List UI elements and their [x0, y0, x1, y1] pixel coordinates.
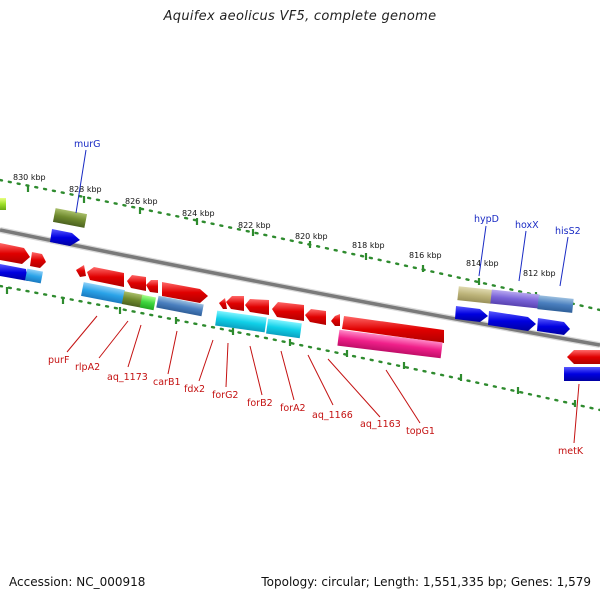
kbp-label-828: 828 kbp: [69, 185, 102, 194]
kbp-label-814: 814 kbp: [466, 259, 499, 268]
features-above-backbone: [0, 198, 88, 246]
kbp-label-824: 824 kbp: [182, 209, 215, 218]
kbp-label-812: 812 kbp: [523, 269, 556, 278]
gene-arrow-blue-b: [0, 264, 28, 281]
features-right-cluster: [455, 286, 600, 381]
gene-arrow-red-g: [162, 282, 208, 303]
kbp-label-818: 818 kbp: [352, 241, 385, 250]
kbp-label-822: 822 kbp: [238, 221, 271, 230]
gene-bar-steel-b: [537, 295, 574, 313]
gene-label-purf: purF: [48, 355, 69, 366]
kbp-label-830: 830 kbp: [13, 173, 46, 182]
genome-title: Aquifex aeolicus VF5, complete genome: [163, 9, 437, 24]
gene-arrow-red-m: [331, 314, 340, 326]
gene-label-aq1166: aq_1166: [312, 410, 353, 421]
gene-bar-olive-b: [121, 291, 144, 308]
genome-backbone-core: [0, 228, 600, 347]
gene-arrow-red-a: [0, 243, 30, 264]
gene-arrow-red-c: [76, 265, 86, 277]
gene-arrow-red-metk: [567, 350, 600, 364]
gene-bar-steel: [156, 295, 204, 317]
features-left-cluster: [0, 243, 208, 317]
gene-label-aq1163: aq_1163: [360, 419, 401, 430]
gene-label-aq1173: aq_1173: [107, 372, 148, 383]
gene-arrow-red-topg1: [342, 316, 444, 343]
gene-arrow-red-l: [305, 309, 326, 325]
features-middle-cluster: [215, 296, 444, 359]
gene-label-topg1: topG1: [406, 426, 435, 437]
gene-label-metk: metK: [558, 446, 584, 457]
gene-label-carb1: carB1: [153, 377, 181, 388]
kbp-labels: 830 kbp 828 kbp 826 kbp 824 kbp 822 kbp …: [13, 173, 556, 278]
gene-label-murg: murG: [74, 139, 101, 150]
gene-bar-cyan-b: [266, 318, 302, 339]
gene-bar-cyan-a: [215, 310, 267, 333]
gene-label-hoxx: hoxX: [515, 220, 539, 231]
gene-label-fora2: forA2: [280, 403, 306, 414]
gene-label-hypd: hypD: [474, 214, 499, 225]
scale-track-lower: [0, 284, 600, 412]
gene-bar-khaki: [457, 286, 493, 304]
gene-bar-olive: [52, 208, 88, 228]
gene-arrow-red-h: [219, 298, 227, 309]
gene-bar-lime: [0, 198, 6, 210]
kbp-label-820: 820 kbp: [295, 232, 328, 241]
gene-label-rlpa2: rlpA2: [75, 362, 100, 373]
gene-labels-bottom: purF rlpA2 aq_1173 carB1 fdx2 forG2 forB…: [48, 315, 584, 457]
gene-bar-sky-a: [25, 268, 43, 284]
gene-label-forg2: forG2: [212, 390, 238, 401]
gene-arrow-red-j: [245, 299, 269, 315]
gene-arrow-red-f: [146, 280, 158, 293]
gene-arrow-blue-e: [537, 318, 570, 335]
gene-arrow-red-i: [226, 296, 244, 311]
gene-arrow-red-d: [87, 267, 124, 287]
gene-arrow-blue: [50, 229, 80, 246]
scale-track-upper: [0, 178, 600, 312]
gene-bar-sky-b: [81, 282, 125, 304]
gene-arrow-blue-d: [488, 311, 536, 331]
gene-label-fdx2: fdx2: [184, 384, 205, 395]
gene-label-forb2: forB2: [247, 398, 273, 409]
gene-bar-purple: [490, 289, 540, 309]
gene-arrow-red-k: [272, 302, 304, 321]
gene-bar-pink: [337, 329, 443, 359]
gene-arrow-blue-c: [455, 306, 488, 322]
gene-arrow-red-b: [30, 252, 46, 268]
gene-bar-blue-metk: [564, 367, 600, 381]
gene-labels-top: murG hypD hoxX hisS2: [74, 139, 581, 287]
accession-info: Accession: NC_000918: [9, 575, 146, 589]
kbp-label-826: 826 kbp: [125, 197, 158, 206]
scale-ticks-upper: [26, 185, 538, 299]
kbp-label-816: 816 kbp: [409, 251, 442, 260]
gene-arrow-red-e: [127, 275, 146, 291]
gene-bar-green: [139, 294, 157, 311]
genome-stats: Topology: circular; Length: 1,551,335 bp…: [261, 575, 591, 589]
gene-label-hiss2: hisS2: [555, 226, 581, 237]
scale-ticks-lower: [5, 287, 577, 407]
